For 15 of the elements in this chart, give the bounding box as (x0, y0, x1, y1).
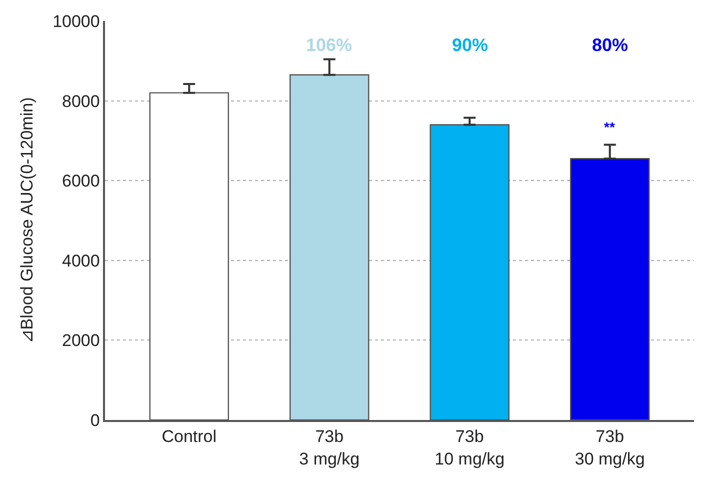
x-tick-label: 73b 30 mg/kg (574, 427, 645, 468)
x-tick-label: 73b 3 mg/kg (299, 427, 360, 468)
x-tick-label: Control (162, 427, 217, 446)
x-tick-label: 73b 10 mg/kg (434, 427, 505, 468)
y-axis-title: ⊿Blood Glucose AUC(0-120min) (18, 97, 37, 344)
y-tick-label: 2000 (62, 331, 100, 350)
y-tick-label: 6000 (62, 172, 100, 191)
annotation: ** (604, 119, 616, 135)
y-tick-label: 0 (90, 410, 100, 430)
y-tick-label: 10000 (52, 12, 100, 31)
annotation: 90% (452, 35, 488, 55)
annotation: 80% (592, 35, 628, 55)
y-tick-label: 8000 (62, 92, 100, 111)
annotation: 106% (306, 35, 352, 55)
y-tick-label: 4000 (62, 251, 100, 270)
